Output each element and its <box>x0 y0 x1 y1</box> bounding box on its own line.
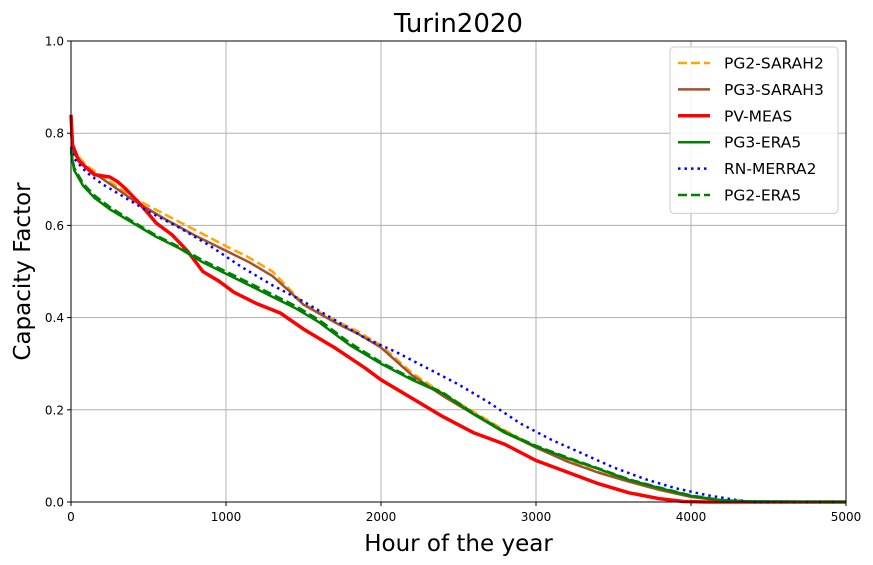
x-tick-label: 2000 <box>366 510 397 524</box>
legend-label: RN-MERRA2 <box>724 160 817 178</box>
series-line-rn-merra2 <box>69 146 846 504</box>
y-tick-label: 0.8 <box>45 127 64 141</box>
y-axis-title: Capacity Factor <box>10 182 36 361</box>
plot-frame <box>70 40 847 503</box>
series-line-pg2-sarah2 <box>69 132 846 504</box>
y-tick-label: 0.0 <box>45 496 64 510</box>
legend-label: PG2-SARAH2 <box>724 55 824 73</box>
series-line-pv-meas <box>69 114 846 504</box>
x-tick-label: 4000 <box>676 510 707 524</box>
x-axis-title: Hour of the year <box>364 531 553 557</box>
x-tick-label: 3000 <box>521 510 552 524</box>
x-tick-label: 1000 <box>211 510 242 524</box>
legend-label: PG3-ERA5 <box>724 134 801 152</box>
axis-ticks: 0 1000 2000 3000 4000 5000 0.0 0.2 0.4 0.6 0.8 1.0 <box>45 35 861 525</box>
legend: PG2-SARAH2 PG3-SARAH3 PV-MEAS PG3-ERA5 RN-ME… <box>669 46 839 214</box>
y-tick-label: 0.2 <box>45 403 64 417</box>
legend-label: PG3-SARAH3 <box>724 81 824 99</box>
x-tick-label: 5000 <box>831 510 862 524</box>
x-tick-label: 0 <box>67 510 75 524</box>
series-line-pg2-era5 <box>69 149 847 504</box>
legend-label: PG2-ERA5 <box>724 187 801 205</box>
y-tick-label: 1.0 <box>45 35 64 49</box>
y-tick-label: 0.6 <box>45 219 64 233</box>
y-tick-label: 0.4 <box>45 311 64 325</box>
legend-box <box>669 46 839 214</box>
chart-title: Turin2020 <box>393 9 523 39</box>
series-lines <box>69 114 847 504</box>
legend-label: PV-MEAS <box>724 107 792 125</box>
